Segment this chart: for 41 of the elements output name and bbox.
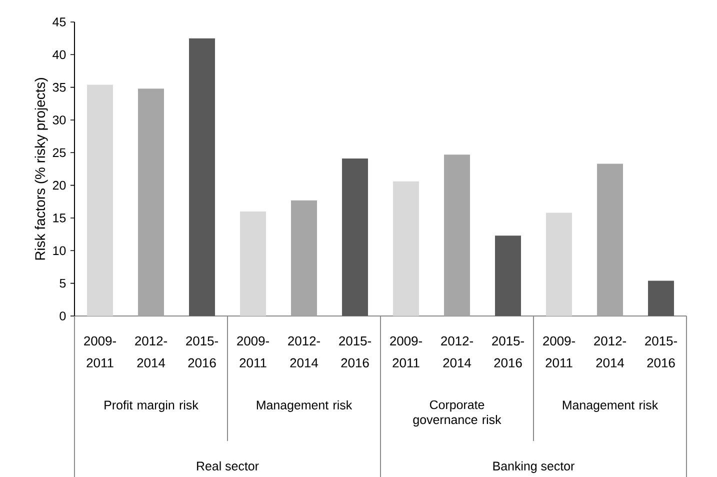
x-tick-label: 2012-2014 — [288, 336, 320, 368]
text: Real sector — [197, 461, 259, 470]
bar — [444, 154, 470, 316]
bar — [597, 164, 624, 316]
x-tick-label: 2009-2011 — [84, 336, 116, 368]
bar — [393, 181, 420, 316]
y-tick-label: 40 — [52, 50, 66, 59]
bar — [546, 212, 572, 316]
y-tick-label: 35 — [52, 82, 66, 92]
bar — [138, 88, 164, 316]
y-axis-title: Risk factors (% risky projects) — [34, 78, 48, 260]
x-tick-label: 2012-2014 — [135, 336, 167, 368]
bar — [87, 84, 114, 316]
y-tick-label: 10 — [53, 246, 66, 255]
text: Profit margin risk — [104, 400, 198, 412]
x-tick-label: 2015-2016 — [339, 336, 371, 368]
text: Management risk — [562, 400, 658, 412]
x-tick-label: 2009-2011 — [543, 336, 575, 368]
bar — [291, 200, 318, 316]
bar — [342, 158, 368, 316]
bar — [495, 235, 522, 316]
text: Banking sector — [493, 461, 574, 473]
y-tick-label: 0 — [60, 311, 66, 320]
y-tick-label: 20 — [52, 180, 66, 190]
x-tick-label: 2015-2016 — [492, 336, 524, 368]
bar — [189, 38, 216, 316]
x-tick-label: 2012-2014 — [441, 336, 473, 368]
x-tick-label: 2009-2011 — [390, 336, 422, 368]
x-tick-label: 2015-2016 — [186, 336, 218, 368]
y-tick-label: 30 — [52, 115, 66, 124]
x-tick-label: 2015-2016 — [645, 336, 677, 368]
bar — [240, 211, 266, 316]
bar — [648, 280, 674, 316]
y-tick-label: 45 — [52, 17, 66, 26]
x-tick-label: 2012-2014 — [594, 336, 626, 368]
y-tick-label: 15 — [53, 213, 66, 222]
text: Management risk — [256, 400, 352, 412]
text: Corporate governance risk — [413, 400, 502, 426]
x-tick-label: 2009-2011 — [237, 336, 269, 368]
y-tick-label: 5 — [60, 278, 66, 288]
y-tick-label: 25 — [52, 148, 66, 157]
